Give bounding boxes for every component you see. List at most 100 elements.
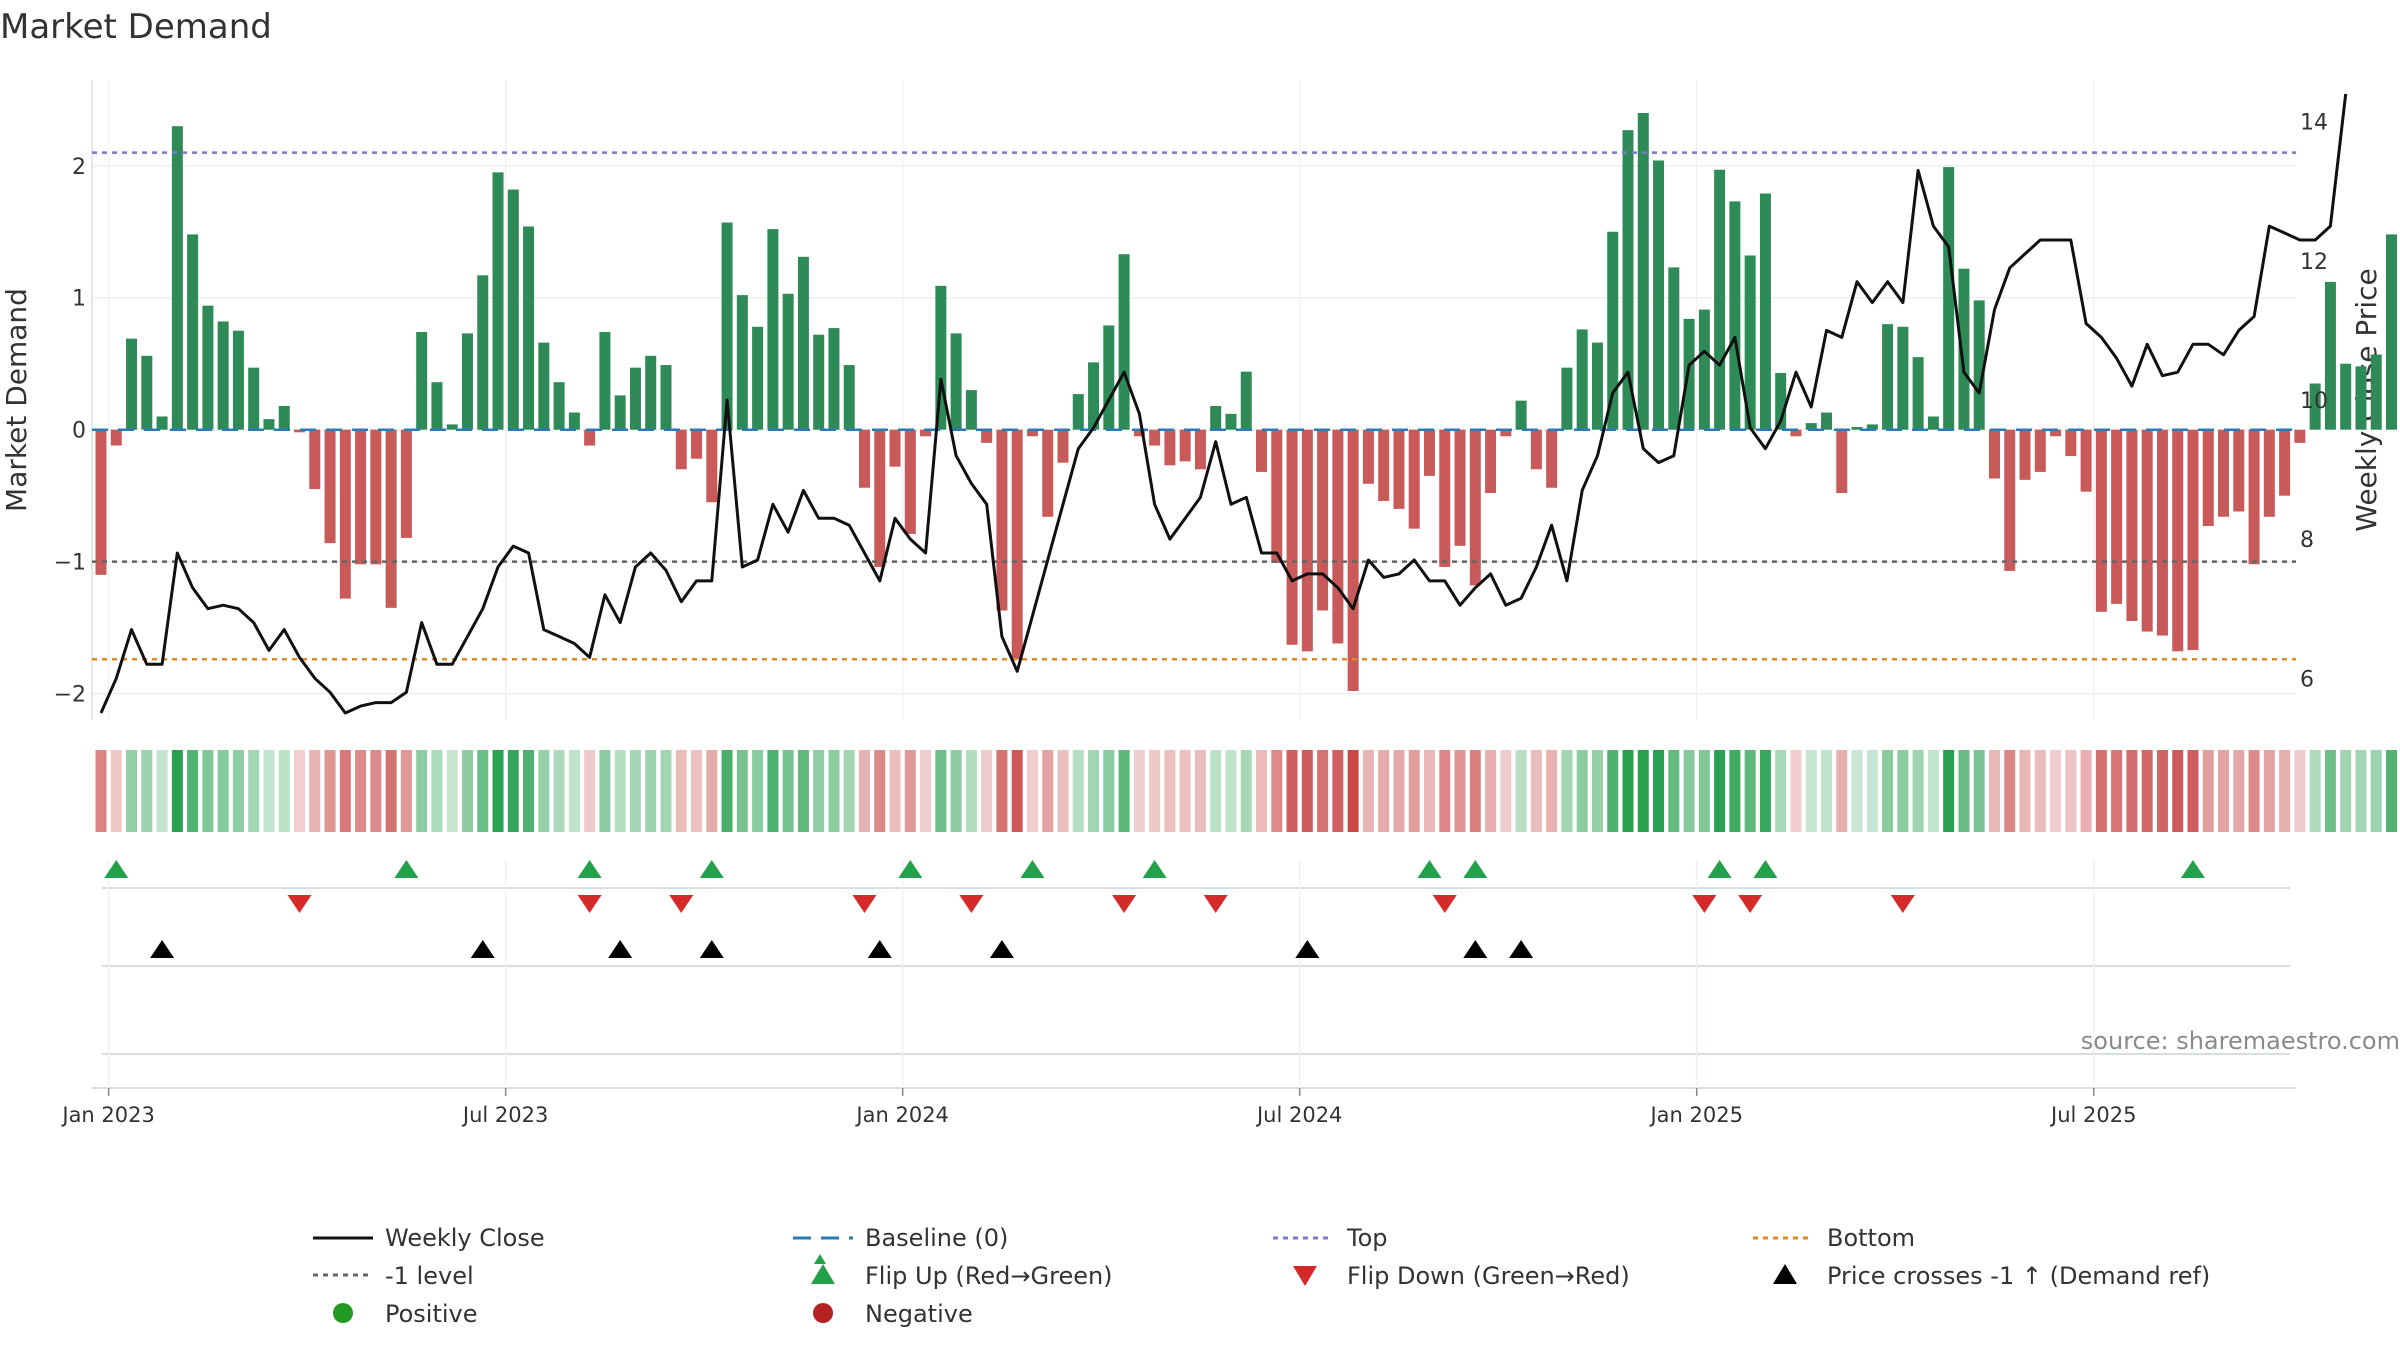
heat-cell (752, 750, 764, 832)
heat-cell (1454, 750, 1466, 832)
flip-down-marker (1738, 895, 1763, 913)
demand-bar (1408, 429, 1420, 529)
demand-bar (1912, 357, 1924, 430)
demand-bar (1164, 429, 1176, 466)
demand-bar (1393, 429, 1405, 509)
heat-cell (1927, 750, 1939, 832)
heat-cell (1149, 750, 1161, 832)
demand-bar (1485, 429, 1497, 494)
heat-cell (782, 750, 794, 832)
demand-bar (2004, 429, 2016, 571)
heat-cell (141, 750, 153, 832)
heat-cell (1759, 750, 1771, 832)
demand-bar (1118, 254, 1130, 430)
demand-bar (400, 429, 412, 538)
heat-cell (904, 750, 916, 832)
legend-flip-down-icon (1293, 1266, 1317, 1286)
demand-bar (782, 293, 794, 430)
signal-markers (92, 860, 2296, 1089)
demand-heat-strip (95, 750, 2397, 832)
heat-cell (2355, 750, 2367, 832)
demand-bar (2218, 429, 2230, 517)
demand-bar (2126, 429, 2138, 622)
price-cross-marker (1463, 940, 1488, 958)
heat-cell (1042, 750, 1054, 832)
demand-bar (141, 355, 153, 430)
date-tick-label: Jan 2024 (854, 1103, 949, 1127)
right-tick-label: 6 (2300, 667, 2314, 692)
demand-bar (1240, 371, 1252, 430)
heat-cell (339, 750, 351, 832)
heat-cell (1317, 750, 1329, 832)
demand-bar (1057, 429, 1069, 463)
flip-down-marker (1890, 895, 1915, 913)
legend-baseline-label: Baseline (0) (865, 1224, 1008, 1252)
heat-cell (2034, 750, 2046, 832)
demand-bar (2111, 429, 2123, 604)
heat-cell (2386, 750, 2397, 832)
demand-bar (721, 222, 733, 430)
legend-weekly-close-label: Weekly Close (385, 1224, 545, 1252)
legend-price-cross-label: Price crosses -1 ↑ (Demand ref) (1827, 1262, 2210, 1290)
heat-cell (1637, 750, 1649, 832)
demand-bar (1836, 429, 1848, 494)
heat-cell (813, 750, 825, 832)
demand-bar (2263, 429, 2275, 517)
heat-cell (1561, 750, 1573, 832)
heat-cell (1240, 750, 1252, 832)
left-tick-label: 0 (72, 419, 86, 444)
heat-cell (1057, 750, 1069, 832)
demand-bar (1653, 160, 1665, 430)
heat-cell (843, 750, 855, 832)
demand-bar (1194, 429, 1206, 470)
demand-bar (2340, 363, 2352, 430)
demand-bar (1729, 201, 1741, 430)
heat-cell (996, 750, 1008, 832)
heat-cell (1729, 750, 1741, 832)
demand-bar (965, 390, 977, 430)
heat-cell (2218, 750, 2230, 832)
demand-bar (1637, 112, 1649, 430)
demand-bar (1591, 342, 1603, 430)
heat-cell (1882, 750, 1894, 832)
demand-bar (1943, 167, 1955, 430)
date-tick-label: Jul 2025 (2049, 1103, 2136, 1127)
heat-cell (2065, 750, 2077, 832)
demand-bar (1561, 367, 1573, 430)
legend-negative-icon (813, 1303, 833, 1323)
demand-bar (2065, 429, 2077, 457)
demand-bar (1744, 255, 1756, 430)
heat-cell (1836, 750, 1848, 832)
heat-cell (2141, 750, 2153, 832)
demand-bar (629, 367, 641, 430)
price-cross-marker (470, 940, 495, 958)
demand-bar (1210, 405, 1222, 430)
heat-cell (1347, 750, 1359, 832)
heat-cell (1653, 750, 1665, 832)
demand-bar (1622, 130, 1634, 430)
heat-cell (1088, 750, 1100, 832)
demand-bar (1973, 300, 1985, 430)
demand-bar (2080, 429, 2092, 492)
heat-cell (614, 750, 626, 832)
flip-up-marker (898, 860, 923, 878)
flip-up-marker (394, 860, 419, 878)
date-tick-label: Jul 2024 (1255, 1103, 1342, 1127)
legend-price-cross-icon (1773, 1264, 1797, 1284)
left-axis-ticks: 2 1 0 −1 −2 (54, 155, 86, 708)
demand-bar (2187, 429, 2199, 651)
date-tick-label: Jan 2025 (1648, 1103, 1743, 1127)
demand-bar (843, 365, 855, 430)
demand-bar (1988, 429, 2000, 479)
demand-bar (2370, 354, 2382, 430)
legend-flip-up-icon (811, 1264, 835, 1284)
flip-down-marker (577, 895, 602, 913)
heat-cell (538, 750, 550, 832)
heat-cell (324, 750, 336, 832)
heat-cell (965, 750, 977, 832)
heat-cell (736, 750, 748, 832)
left-tick-label: 2 (72, 155, 86, 180)
demand-bar (1882, 324, 1894, 430)
demand-bar (1668, 267, 1680, 430)
demand-bar (538, 342, 550, 430)
